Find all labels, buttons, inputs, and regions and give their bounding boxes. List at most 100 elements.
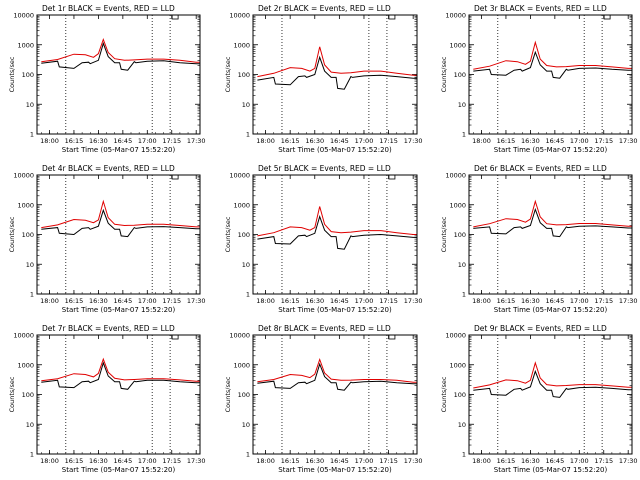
y-axis-label: Counts/sec bbox=[224, 56, 232, 92]
x-tick-label: 17:30 bbox=[187, 137, 206, 145]
y-tick-label: 1 bbox=[30, 451, 34, 459]
chart-title: Det 8r BLACK = Events, RED = LLD bbox=[258, 324, 391, 333]
y-tick-label: 1 bbox=[462, 451, 466, 459]
x-tick-label: 16:45 bbox=[330, 137, 349, 145]
y-axis-label: Counts/sec bbox=[440, 56, 448, 92]
chart-title: Det 4r BLACK = Events, RED = LLD bbox=[42, 164, 175, 173]
x-tick-label: 18:00 bbox=[40, 457, 59, 465]
x-tick-label: 17:00 bbox=[138, 137, 157, 145]
x-axis-label: Start Time (05-Mar-07 15:52:20) bbox=[278, 146, 392, 154]
y-axis-label: Counts/sec bbox=[8, 376, 16, 412]
series-events-line bbox=[473, 207, 632, 238]
state-box bbox=[603, 334, 611, 340]
x-tick-label: 18:00 bbox=[256, 137, 275, 145]
state-box bbox=[603, 174, 611, 180]
x-tick-label: 16:45 bbox=[330, 297, 349, 305]
panel-det-6: 1 10 100 1000 10000 18:00 16:15 16:30 16:45 17:00… bbox=[440, 164, 638, 314]
series-lld-line bbox=[41, 357, 200, 382]
x-tick-label: 16:45 bbox=[545, 137, 564, 145]
x-tick-label: 17:00 bbox=[570, 137, 589, 145]
x-tick-label: 17:30 bbox=[619, 137, 638, 145]
x-tick-label: 16:30 bbox=[521, 457, 540, 465]
x-tick-label: 16:15 bbox=[65, 137, 84, 145]
state-box bbox=[388, 174, 396, 180]
y-axis-label: Counts/sec bbox=[8, 56, 16, 92]
series-events-line bbox=[257, 214, 417, 250]
x-axis-label: Start Time (05-Mar-07 15:52:20) bbox=[278, 466, 392, 474]
x-tick-label: 16:45 bbox=[113, 137, 132, 145]
y-tick-label: 10 bbox=[242, 421, 250, 429]
state-box bbox=[171, 14, 179, 20]
x-tick-label: 16:30 bbox=[521, 137, 540, 145]
x-tick-label: 18:00 bbox=[40, 297, 59, 305]
plot-frame bbox=[468, 174, 633, 295]
y-tick-label: 100 bbox=[454, 391, 466, 399]
plot-frame bbox=[252, 334, 418, 455]
x-tick-label: 18:00 bbox=[40, 137, 59, 145]
y-tick-label: 1000 bbox=[233, 41, 250, 49]
y-tick-label: 10 bbox=[458, 261, 466, 269]
y-tick-label: 1 bbox=[462, 131, 466, 139]
panel-det-8: 1 10 100 1000 10000 18:00 16:15 16:30 16:45 17:00… bbox=[224, 324, 423, 474]
x-tick-label: 18:00 bbox=[472, 457, 491, 465]
series-events-line bbox=[41, 361, 200, 390]
y-tick-label: 1000 bbox=[449, 361, 466, 369]
series-events-line bbox=[257, 55, 417, 90]
x-tick-label: 17:15 bbox=[594, 457, 613, 465]
series-lld-line bbox=[473, 199, 632, 228]
chart-title: Det 3r BLACK = Events, RED = LLD bbox=[474, 4, 607, 13]
panel-det-5: 1 10 100 1000 10000 18:00 16:15 16:30 16:45 17:00… bbox=[224, 164, 423, 314]
x-tick-label: 17:30 bbox=[404, 137, 423, 145]
y-axis-label: Counts/sec bbox=[224, 376, 232, 412]
state-box bbox=[603, 14, 611, 20]
series-lld-line bbox=[41, 199, 200, 229]
chart-title: Det 1r BLACK = Events, RED = LLD bbox=[42, 4, 175, 13]
x-tick-label: 16:15 bbox=[65, 457, 84, 465]
y-tick-label: 10 bbox=[26, 421, 34, 429]
x-tick-label: 17:15 bbox=[379, 457, 398, 465]
plot-frame bbox=[252, 174, 418, 295]
x-tick-label: 16:45 bbox=[113, 297, 132, 305]
series-lld-line bbox=[473, 361, 632, 389]
x-tick-label: 16:30 bbox=[89, 457, 108, 465]
series-lld-line bbox=[257, 357, 417, 383]
y-tick-label: 100 bbox=[238, 71, 250, 79]
y-tick-label: 10000 bbox=[445, 332, 466, 340]
x-tick-label: 18:00 bbox=[472, 137, 491, 145]
y-tick-label: 1000 bbox=[449, 41, 466, 49]
x-tick-label: 17:00 bbox=[570, 297, 589, 305]
chart-title: Det 7r BLACK = Events, RED = LLD bbox=[42, 324, 175, 333]
x-tick-label: 17:15 bbox=[162, 457, 181, 465]
y-tick-label: 10 bbox=[458, 101, 466, 109]
y-axis-label: Counts/sec bbox=[8, 216, 16, 252]
x-tick-label: 17:30 bbox=[404, 297, 423, 305]
x-tick-label: 16:15 bbox=[65, 297, 84, 305]
x-tick-label: 16:15 bbox=[281, 137, 300, 145]
y-axis-label: Counts/sec bbox=[440, 376, 448, 412]
x-tick-label: 17:15 bbox=[379, 137, 398, 145]
x-tick-label: 17:00 bbox=[355, 457, 374, 465]
y-tick-label: 10000 bbox=[229, 172, 250, 180]
y-tick-label: 10000 bbox=[13, 172, 34, 180]
x-tick-label: 17:30 bbox=[619, 297, 638, 305]
x-axis-label: Start Time (05-Mar-07 15:52:20) bbox=[494, 306, 608, 314]
y-tick-label: 1 bbox=[30, 291, 34, 299]
x-tick-label: 16:45 bbox=[330, 457, 349, 465]
y-tick-label: 100 bbox=[22, 391, 34, 399]
x-axis-label: Start Time (05-Mar-07 15:52:20) bbox=[62, 146, 176, 154]
series-lld-line bbox=[257, 206, 417, 237]
x-tick-label: 16:15 bbox=[497, 457, 516, 465]
y-tick-label: 100 bbox=[238, 391, 250, 399]
plot-frame bbox=[36, 174, 201, 295]
x-tick-label: 18:00 bbox=[472, 297, 491, 305]
chart-title: Det 9r BLACK = Events, RED = LLD bbox=[474, 324, 607, 333]
x-tick-label: 17:15 bbox=[594, 297, 613, 305]
y-tick-label: 10000 bbox=[445, 172, 466, 180]
y-axis-label: Counts/sec bbox=[440, 216, 448, 252]
x-axis-label: Start Time (05-Mar-07 15:52:20) bbox=[494, 146, 608, 154]
y-tick-label: 1 bbox=[246, 451, 250, 459]
y-axis-label: Counts/sec bbox=[224, 216, 232, 252]
x-tick-label: 17:30 bbox=[619, 457, 638, 465]
panel-det-2: 1 10 100 1000 10000 18:00 16:15 16:30 16:45 17:00… bbox=[224, 4, 423, 154]
x-tick-label: 16:45 bbox=[113, 457, 132, 465]
